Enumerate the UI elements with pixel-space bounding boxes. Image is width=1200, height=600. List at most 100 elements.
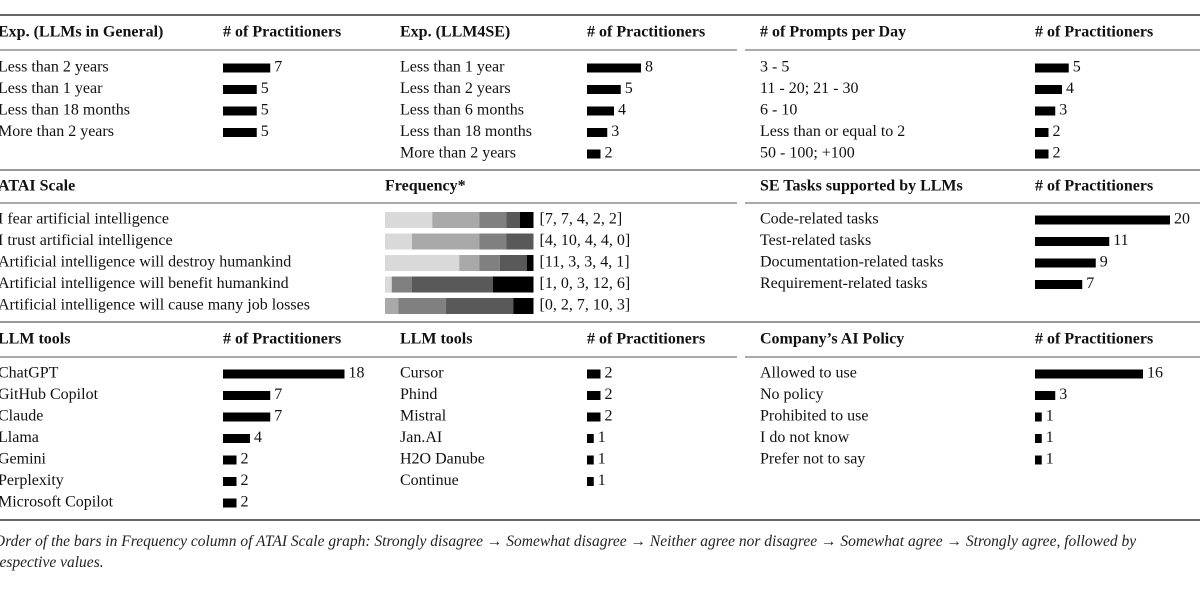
row-label: Perplexity [0, 472, 64, 489]
value-label: [7, 7, 4, 2, 2] [540, 211, 623, 228]
bar-segment [412, 276, 493, 293]
bar [223, 477, 237, 486]
row-label: Phind [400, 386, 437, 403]
value-label: 5 [1073, 59, 1081, 76]
row-label: Microsoft Copilot [0, 494, 114, 511]
column-header: # of Practitioners [223, 24, 341, 41]
value-label: 2 [1053, 145, 1061, 162]
column-header: ATAI Scale [0, 178, 75, 195]
value-label: [1, 0, 3, 12, 6] [540, 275, 631, 292]
row-label: Llama [0, 429, 39, 446]
bar [1035, 149, 1049, 159]
row-label: 6 - 10 [760, 102, 797, 119]
column-header: # of Practitioners [587, 24, 705, 41]
row-label: Less than 18 months [400, 123, 532, 140]
bar [1035, 128, 1049, 137]
row-label: No policy [760, 386, 824, 403]
bar-segment [459, 255, 480, 271]
value-label: 7 [274, 408, 282, 425]
value-label: [11, 3, 3, 4, 1] [540, 254, 630, 271]
row-label: 3 - 5 [760, 59, 789, 76]
value-label: 2 [1053, 123, 1061, 140]
bar-segment [432, 212, 480, 228]
row-label: Prefer not to say [760, 451, 865, 468]
value-label: 5 [625, 80, 633, 97]
row-label: Requirement-related tasks [760, 275, 928, 292]
row-label: I trust artificial intelligence [0, 232, 173, 249]
row-label: ChatGPT [0, 365, 59, 382]
row-label: Code-related tasks [760, 211, 879, 228]
value-label: 7 [274, 386, 282, 403]
bar [1035, 455, 1042, 465]
bar [223, 63, 271, 73]
value-label: 9 [1100, 254, 1108, 271]
row-label: Artificial intelligence will cause many … [0, 297, 310, 314]
row-label: Documentation-related tasks [760, 254, 944, 271]
row-label: I fear artificial intelligence [0, 211, 169, 228]
bar-segment [479, 255, 500, 271]
row-label: Mistral [400, 408, 447, 425]
value-label: 3 [1059, 386, 1067, 403]
value-label: 7 [1086, 275, 1094, 292]
row-label: I do not know [760, 429, 850, 446]
row-label: Continue [400, 472, 459, 489]
bar-segment [385, 276, 392, 293]
value-label: 5 [261, 80, 269, 97]
bar [1035, 85, 1062, 94]
row-label: More than 2 years [400, 145, 516, 162]
value-label: 5 [261, 123, 269, 140]
value-label: 1 [1046, 408, 1054, 425]
bar [587, 128, 608, 137]
bar [587, 106, 614, 116]
row-label: GitHub Copilot [0, 386, 99, 403]
bar [587, 455, 594, 465]
bar [1035, 369, 1143, 379]
bar [223, 369, 345, 379]
row-label: Less than 18 months [0, 102, 130, 119]
bar [223, 498, 237, 508]
row-label: Less than 2 years [400, 80, 511, 97]
row-label: Cursor [400, 365, 444, 382]
bar [223, 106, 257, 116]
row-label: Test-related tasks [760, 232, 871, 249]
row-label: Less than 1 year [400, 59, 505, 76]
row-label: Artificial intelligence will destroy hum… [0, 254, 291, 271]
bar-segment [499, 255, 527, 271]
row-label: Artificial intelligence will benefit hum… [0, 275, 289, 292]
value-label: 2 [241, 472, 249, 489]
bar [223, 455, 237, 465]
bar-segment [385, 233, 412, 250]
column-header: # of Practitioners [223, 331, 341, 348]
bar [1035, 412, 1042, 422]
bar-segment [479, 233, 507, 250]
footnote: Order of the bars in Frequency column of… [0, 533, 1137, 571]
bar-segment [412, 233, 480, 250]
bar [1035, 63, 1069, 73]
bar [1035, 215, 1170, 225]
value-label: 2 [605, 408, 613, 425]
value-label: 4 [1066, 80, 1074, 97]
column-header: # of Practitioners [1035, 178, 1153, 195]
bar-segment [385, 298, 399, 314]
column-header: # of Practitioners [587, 331, 705, 348]
value-label: 5 [261, 102, 269, 119]
bar-segment [385, 212, 433, 228]
value-label: [4, 10, 4, 4, 0] [540, 232, 631, 249]
row-label: 11 - 20; 21 - 30 [760, 80, 859, 97]
bar-segment [526, 255, 534, 271]
bar-segment [479, 212, 507, 228]
bar [587, 477, 594, 486]
bar [223, 128, 257, 137]
value-label: 11 [1113, 232, 1128, 249]
value-label: 3 [1059, 102, 1067, 119]
row-label: Allowed to use [760, 365, 857, 382]
value-label: 18 [349, 365, 365, 382]
bar [587, 434, 594, 443]
row-label: Less than 2 years [0, 59, 109, 76]
row-label: 50 - 100; +100 [760, 145, 855, 162]
bar [1035, 106, 1056, 116]
column-header: # of Practitioners [1035, 24, 1153, 41]
value-label: 20 [1174, 211, 1190, 228]
row-label: Claude [0, 408, 43, 425]
